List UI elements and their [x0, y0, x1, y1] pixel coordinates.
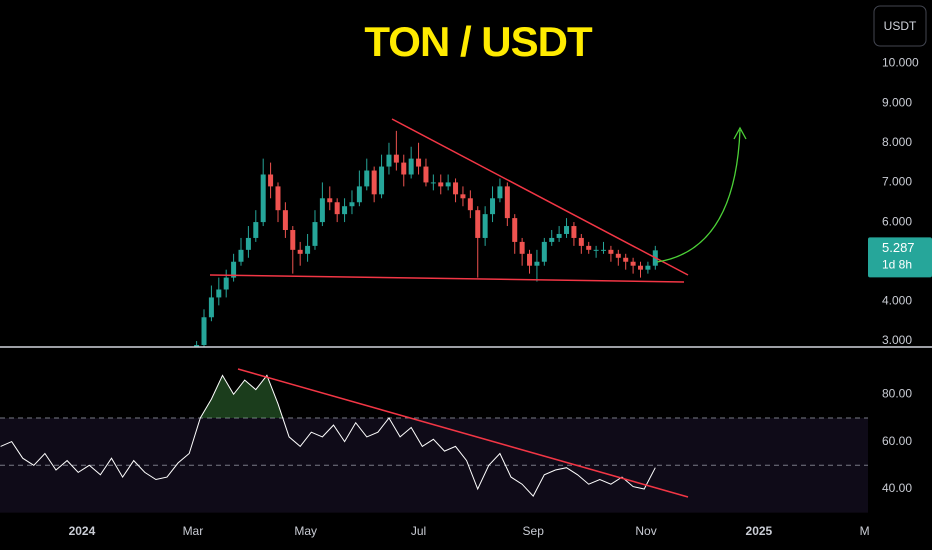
candle-body [549, 237, 555, 242]
candle-body [349, 202, 355, 207]
arrow-head [733, 126, 747, 140]
candle-body [467, 198, 473, 211]
candle-body [342, 206, 348, 215]
support-line [209, 274, 685, 283]
candle-body [608, 249, 614, 254]
y-tick-label: 7.000 [882, 175, 912, 189]
last-price-box [868, 237, 932, 278]
x-tick-label: Mar [183, 524, 204, 538]
candle-body [268, 174, 274, 187]
candle-body [290, 230, 296, 250]
candle-body [482, 214, 488, 238]
candle-body [379, 166, 385, 195]
quote-button[interactable] [873, 5, 927, 47]
y-tick-label: 8.000 [882, 135, 912, 149]
x-tick-label: 2024 [69, 524, 96, 538]
candle-body [253, 222, 259, 238]
candle-body [356, 186, 362, 203]
candle-body [223, 277, 229, 290]
candle-body [416, 158, 422, 167]
candle-body [423, 166, 429, 183]
x-tick-label: Nov [635, 524, 656, 538]
candle-body [504, 186, 510, 219]
candle-body [645, 265, 651, 270]
candle-body [615, 253, 621, 258]
candle-body [593, 249, 599, 251]
candle-body [564, 226, 570, 234]
y-tick-label: 9.000 [882, 95, 912, 109]
candle-body [386, 154, 392, 167]
y-tick-label: 10.000 [882, 56, 919, 70]
candle-body [401, 162, 407, 175]
candle-body [327, 198, 333, 203]
candle-body [201, 317, 207, 346]
candle-body [556, 233, 562, 238]
candle-body [623, 257, 629, 262]
x-tick-label: May [294, 524, 317, 538]
candle-body [527, 253, 533, 266]
candle-body [216, 289, 222, 298]
chart-title: TON / USDT [364, 18, 593, 65]
candle-body [334, 202, 340, 215]
candle-body [312, 222, 318, 246]
candle-body [371, 170, 377, 195]
y-tick-label: 80.00 [882, 386, 912, 400]
candle-body [601, 249, 607, 251]
candle-body [430, 182, 436, 184]
candle-body [297, 249, 303, 254]
y-tick-label: 40.00 [882, 481, 912, 495]
price-pane [194, 130, 658, 347]
candle-body [586, 245, 592, 250]
candle-body [393, 154, 399, 163]
candle-body [453, 182, 459, 195]
y-tick-label: 6.000 [882, 214, 912, 228]
time-axis: 2024 Mar May Jul Sep Nov 2025 Ma [69, 524, 877, 538]
x-tick-label: Jul [411, 524, 426, 538]
candle-body [497, 186, 503, 199]
candle-body [260, 174, 266, 223]
y-tick-label: 3.000 [882, 333, 912, 347]
price-axis: 3.0004.0005.0006.0007.0008.0009.00010.00… [868, 56, 932, 495]
rsi-line [0, 374, 656, 497]
last-price-label: 5.287 [882, 240, 915, 255]
candle-body [408, 158, 414, 175]
candle-body [275, 186, 281, 211]
candle-body [305, 245, 311, 254]
resistance-line [391, 118, 689, 276]
y-tick-label: 60.00 [882, 434, 912, 448]
candle-body [282, 210, 288, 231]
candle-body [638, 265, 644, 270]
candle-body [245, 237, 251, 250]
x-tick-label: 2025 [746, 524, 773, 538]
rsi-trendline [237, 368, 689, 498]
candle-body [571, 226, 577, 238]
x-tick-label: Sep [523, 524, 545, 538]
candle-body [319, 198, 325, 223]
y-tick-label: 4.000 [882, 294, 912, 308]
candle-body [231, 261, 237, 278]
candle-body [460, 194, 466, 199]
x-tick-label: Ma [860, 524, 877, 538]
overbought-fill [200, 375, 283, 418]
candle-body [578, 237, 584, 246]
candle-body [512, 218, 518, 242]
candle-body [519, 241, 525, 254]
quote-button-label[interactable]: USDT [884, 19, 917, 33]
candle-body [490, 198, 496, 215]
rsi-pane [0, 374, 868, 513]
candle-body [438, 182, 444, 187]
candle-body [445, 182, 451, 187]
countdown-label: 1d 8h [882, 258, 912, 272]
breakout-arrow [656, 129, 741, 263]
candle-body [541, 241, 547, 262]
candle-body [475, 210, 481, 238]
candle-body [630, 261, 636, 266]
candle-body [238, 249, 244, 262]
candle-body [534, 261, 540, 266]
candle-body [208, 297, 214, 318]
candle-body [364, 170, 370, 187]
candle-body [194, 345, 200, 347]
